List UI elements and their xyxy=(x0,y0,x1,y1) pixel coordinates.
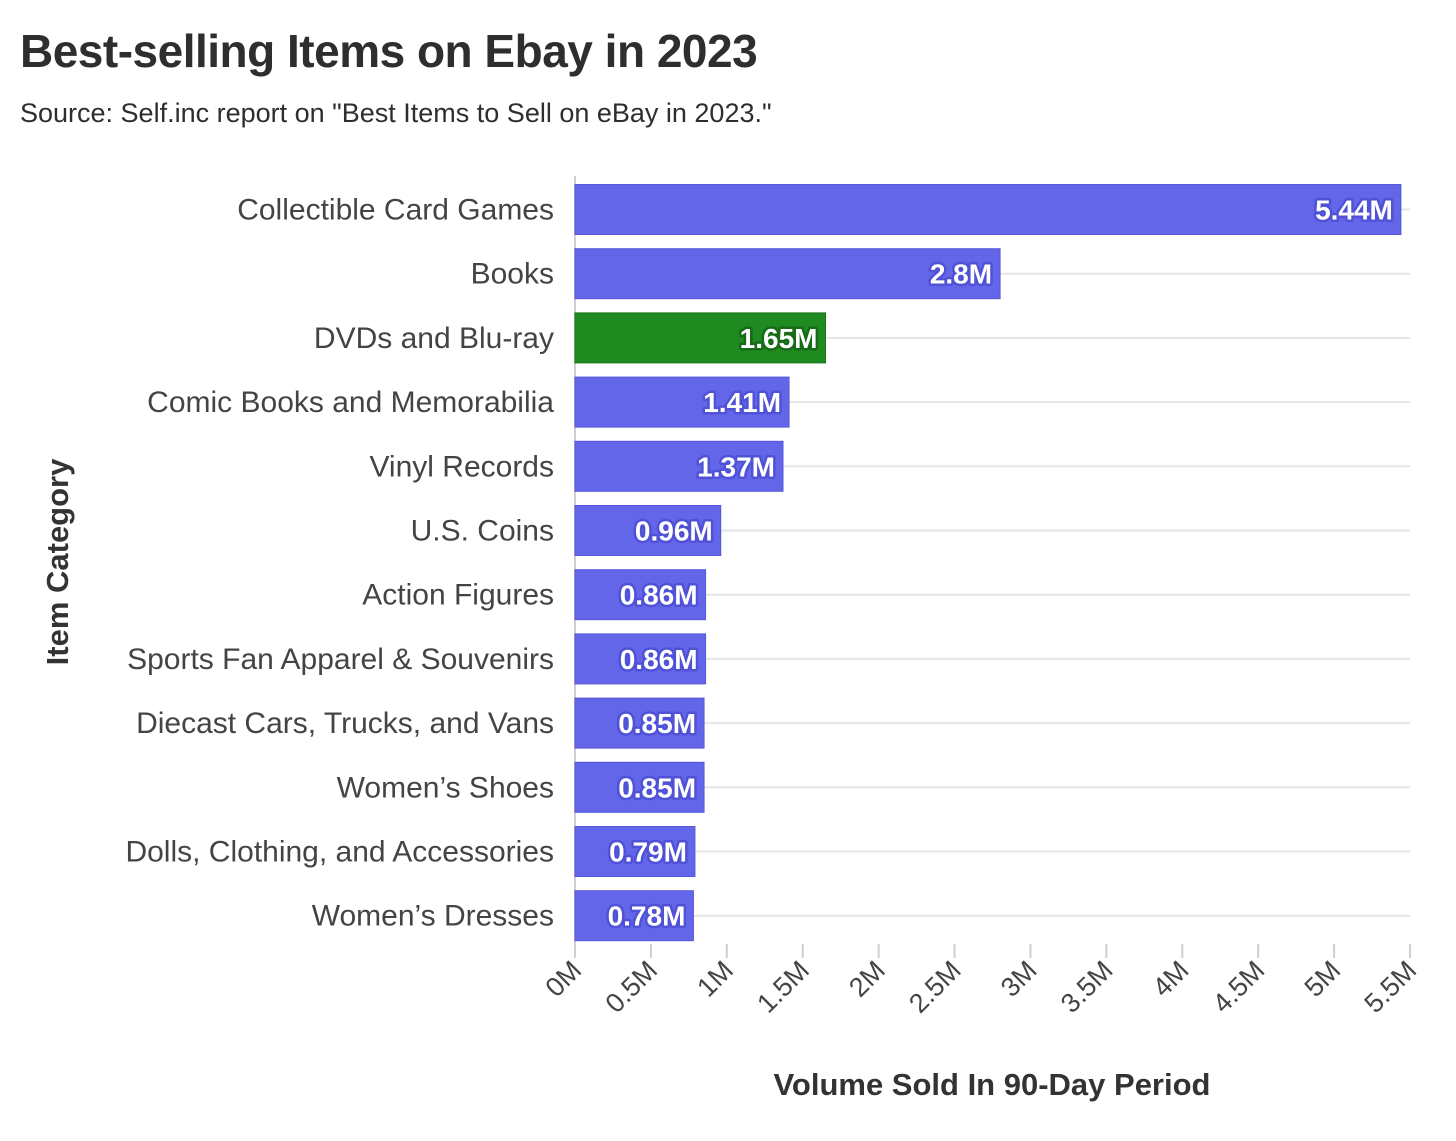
bar xyxy=(574,569,707,621)
bar-value-label: 0.86M xyxy=(620,644,698,675)
bar-value-label: 0.86M xyxy=(620,580,698,611)
category-label: Dolls, Clothing, and Accessories xyxy=(125,836,554,869)
x-tick-label: 1.5M xyxy=(751,955,815,1019)
bar xyxy=(574,890,694,942)
x-tick-label: 3.5M xyxy=(1055,955,1119,1019)
chart-title: Best-selling Items on Ebay in 2023 xyxy=(20,25,758,77)
category-label: Books xyxy=(471,258,554,291)
bars: 5.44M 2.8M 1.65M 1.41M 1.37M 0.96M 0.86M 0.86M 0… xyxy=(574,184,1402,942)
bar xyxy=(574,505,722,556)
bar xyxy=(574,184,1402,235)
x-tick-label: 1M xyxy=(691,955,739,1003)
bar xyxy=(574,826,696,877)
x-tick-label: 4.5M xyxy=(1207,955,1271,1019)
bar-value-label: 2.8M xyxy=(930,259,992,290)
bar xyxy=(574,633,707,685)
bar-value-label: 0.79M xyxy=(609,837,687,868)
bar xyxy=(574,761,705,813)
x-tick-label: 5.5M xyxy=(1359,955,1423,1019)
y-axis-title: Item Category xyxy=(40,458,75,665)
x-tick-label: 3M xyxy=(995,955,1043,1003)
bar-value-label: 1.41M xyxy=(703,387,781,418)
category-label: Comic Books and Memorabilia xyxy=(147,386,554,419)
bar-value-label: 0.85M xyxy=(618,772,696,803)
category-label: Collectible Card Games xyxy=(237,194,554,227)
category-label: Sports Fan Apparel & Souvenirs xyxy=(127,643,554,676)
category-label: Action Figures xyxy=(362,579,554,612)
bar-value-label: 0.96M xyxy=(635,516,713,547)
x-tick-label: 2.5M xyxy=(903,955,967,1019)
category-label: DVDs and Blu-ray xyxy=(314,322,554,355)
category-label: Vinyl Records xyxy=(369,450,554,483)
x-tick-label: 4M xyxy=(1147,955,1195,1003)
bar-value-label: 0.85M xyxy=(618,708,696,739)
bar xyxy=(574,697,705,749)
x-tick-label: 2M xyxy=(843,955,891,1003)
x-axis-ticks: 0M 0.5M 1M 1.5M 2M 2.5M 3M 3.5M 4M 4.5M 5M 5.5M xyxy=(540,944,1423,1019)
category-labels: Collectible Card Games Books DVDs and Blu-… xyxy=(125,194,554,933)
x-axis-title: Volume Sold In 90-Day Period xyxy=(774,1067,1211,1102)
bar-value-label: 5.44M xyxy=(1315,195,1393,226)
bar xyxy=(574,312,826,364)
x-tick-label: 5M xyxy=(1299,955,1347,1003)
bar-value-label: 0.78M xyxy=(608,901,686,932)
category-label: Women’s Shoes xyxy=(337,771,554,804)
category-label: U.S. Coins xyxy=(411,515,554,548)
bar-value-label: 1.65M xyxy=(740,323,818,354)
category-label: Women’s Dresses xyxy=(312,900,554,933)
x-tick-label: 0M xyxy=(540,955,588,1003)
x-tick-label: 0.5M xyxy=(599,955,663,1019)
chart-subtitle: Source: Self.inc report on "Best Items t… xyxy=(20,98,772,128)
bar xyxy=(574,376,790,428)
category-label: Diecast Cars, Trucks, and Vans xyxy=(136,707,554,740)
bar xyxy=(574,248,1001,300)
bar xyxy=(574,440,784,492)
bar-value-label: 1.37M xyxy=(697,451,775,482)
